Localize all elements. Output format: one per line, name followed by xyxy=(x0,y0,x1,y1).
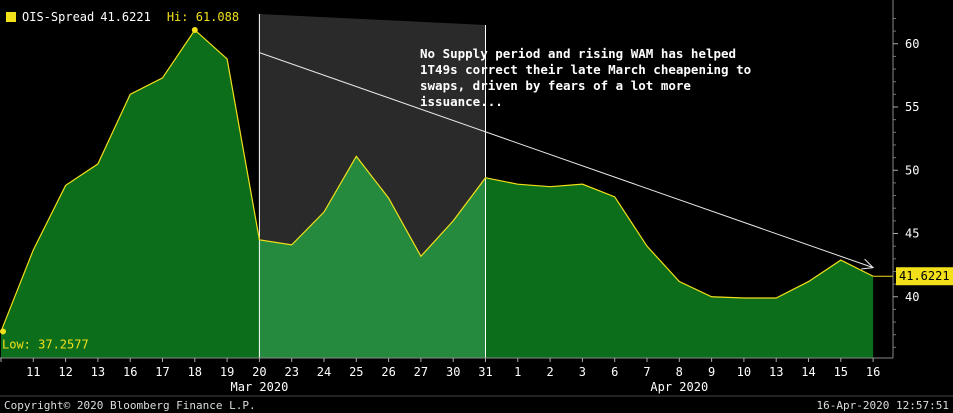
x-tick-label: 25 xyxy=(349,365,363,379)
y-tick-label: 45 xyxy=(905,227,919,241)
x-tick-label: 3 xyxy=(579,365,586,379)
y-tick-label: 55 xyxy=(905,100,919,114)
x-tick-label: 31 xyxy=(478,365,492,379)
x-tick-label: 15 xyxy=(834,365,848,379)
copyright-text: Copyright© 2020 Bloomberg Finance L.P. xyxy=(4,399,256,412)
x-tick-label: 10 xyxy=(737,365,751,379)
x-tick-label: 16 xyxy=(866,365,880,379)
last-value-label: 41.6221 xyxy=(899,269,950,283)
x-tick-label: 1 xyxy=(514,365,521,379)
x-tick-label: 14 xyxy=(801,365,815,379)
legend-series-name: OIS-Spread xyxy=(22,10,95,24)
y-tick-label: 60 xyxy=(905,37,919,51)
trend-arrow-head xyxy=(861,258,875,270)
timestamp-text: 16-Apr-2020 12:57:51 xyxy=(816,399,949,412)
x-tick-label: 30 xyxy=(446,365,460,379)
x-tick-label: 13 xyxy=(769,365,783,379)
legend: OIS-Spread 41.6221 Hi: 61.088 xyxy=(6,10,239,24)
x-tick-label: 23 xyxy=(284,365,298,379)
x-tick-label: 16 xyxy=(123,365,137,379)
x-tick-label: 24 xyxy=(317,365,331,379)
y-tick-label: 50 xyxy=(905,163,919,177)
month-label: Apr 2020 xyxy=(650,380,708,394)
last-value-box xyxy=(896,267,953,286)
trend-arrow-line xyxy=(259,52,874,269)
x-tick-label: 26 xyxy=(381,365,395,379)
legend-last-value: 41.6221 xyxy=(100,10,151,24)
low-marker xyxy=(0,328,6,335)
x-tick-label: 2 xyxy=(546,365,553,379)
x-tick-label: 13 xyxy=(91,365,105,379)
series-swatch xyxy=(6,12,16,22)
x-tick-label: 17 xyxy=(155,365,169,379)
series-line xyxy=(0,29,874,332)
low-label: Low: 37.2577 xyxy=(2,337,89,351)
x-tick-label: 20 xyxy=(252,365,266,379)
chart-annotation: No Supply period and rising WAM has help… xyxy=(420,46,752,109)
series-area xyxy=(1,29,874,359)
hi-marker xyxy=(191,26,198,33)
x-tick-label: 11 xyxy=(26,365,40,379)
x-tick-label: 7 xyxy=(643,365,650,379)
x-tick-label: 19 xyxy=(220,365,234,379)
y-tick-label: 40 xyxy=(905,290,919,304)
highlight-area xyxy=(259,156,486,358)
x-tick-label: 27 xyxy=(414,365,428,379)
month-label: Mar 2020 xyxy=(231,380,289,394)
x-tick-label: 18 xyxy=(188,365,202,379)
legend-hi-label: Hi: 61.088 xyxy=(166,10,240,24)
x-tick-label: 12 xyxy=(58,365,72,379)
x-tick-label: 8 xyxy=(676,365,683,379)
x-tick-label: 9 xyxy=(708,365,715,379)
x-tick-label: 6 xyxy=(611,365,618,379)
